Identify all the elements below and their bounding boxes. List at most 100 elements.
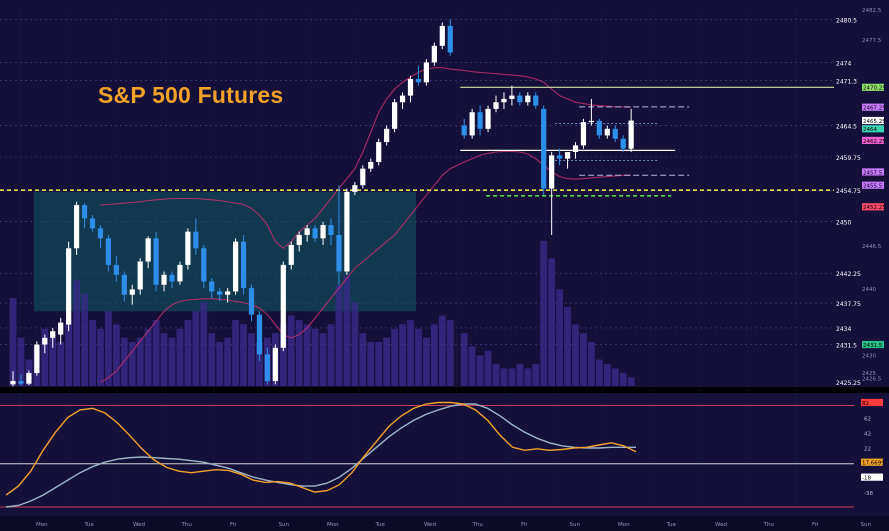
candle-body [431, 45, 437, 63]
price-badge-label: 2467.25 [863, 106, 886, 112]
candle-body [74, 205, 80, 249]
price-tick-label: 2430 [862, 353, 876, 359]
oscillator-tick-label: 22 [864, 446, 871, 452]
volume-bar [564, 306, 571, 386]
candle-body [612, 128, 618, 139]
price-tick-label: 2464.5 [836, 123, 857, 130]
volume-bar [81, 293, 88, 386]
volume-bar [500, 368, 508, 386]
candle-body [368, 161, 374, 169]
candle-body [97, 228, 104, 239]
candle-body [105, 238, 111, 265]
oscillator-badge [861, 398, 883, 407]
price-tick-label: 2437.75 [836, 301, 861, 308]
volume-bar [460, 333, 468, 386]
time-tick-label: Fri [230, 522, 237, 528]
candle-body [533, 95, 539, 106]
time-tick-label: Tue [375, 522, 386, 528]
volume-bar [375, 342, 383, 386]
volume-bar [484, 350, 492, 386]
candle-body [557, 155, 563, 159]
candle-body [439, 25, 445, 46]
candle-body [485, 108, 491, 129]
candle-body [509, 95, 515, 99]
consolidation-zone [34, 191, 416, 312]
candle-body [469, 112, 475, 136]
candle-body [280, 264, 286, 348]
candle-body [423, 62, 429, 83]
candle-body [185, 231, 191, 265]
candle-body [328, 225, 334, 235]
volume-bar [524, 368, 532, 386]
chart-title: S&P 500 Futures [98, 82, 284, 108]
volume-bar [184, 320, 192, 386]
time-axis-strip [0, 516, 889, 531]
time-axis-layer: Mon Tue Wed Thu Fri Sun Mon Tue Wed Thu Fri Sun Mon T… [36, 522, 871, 528]
candle-body [201, 248, 207, 282]
candle-body [272, 347, 278, 382]
price-badge [862, 103, 884, 111]
volume-bar [279, 324, 287, 386]
volume-bar [508, 368, 516, 386]
volume-bar [160, 333, 168, 386]
candle-body [177, 264, 183, 282]
volume-bar [383, 337, 391, 386]
candle-body [461, 125, 467, 136]
price-badge-label: 2455.5 [863, 184, 883, 190]
oscillator-tick-label: 42 [864, 431, 871, 437]
price-tick-label: 2426.5 [862, 377, 882, 383]
candle-body [541, 108, 547, 189]
volume-bar [128, 342, 136, 386]
volume-bar [351, 302, 359, 386]
price-badge-label: 2464 [863, 127, 877, 133]
volume-bar [391, 328, 398, 386]
volume-bar [611, 368, 619, 386]
volume-bar [540, 240, 548, 386]
price-axis-layer: 2482.5 2480.5 2477.5 2474 2471.3 2464.5 2459.7… [836, 8, 886, 387]
candle-body [161, 274, 167, 285]
candle-body [217, 291, 223, 295]
candle-body [169, 274, 175, 282]
volume-bar [49, 337, 57, 386]
volume-bar [556, 289, 563, 386]
price-badge [862, 203, 884, 211]
candle-body [312, 228, 318, 239]
candle-body [564, 152, 571, 159]
candle-body [42, 337, 48, 345]
candle-body [153, 238, 159, 285]
candle-body [596, 120, 602, 136]
oscillator-badge [861, 458, 883, 466]
candle-body [549, 155, 555, 189]
candle-body [344, 191, 350, 272]
candle-body [121, 274, 127, 295]
volume-bar [256, 342, 263, 386]
volume-bar [65, 320, 73, 386]
volume-bar [287, 315, 295, 386]
candle-body [89, 218, 96, 229]
time-tick-label: Tue [666, 522, 677, 528]
price-badge-label: 2452.25 [863, 205, 886, 211]
volume-bar [89, 320, 96, 386]
volume-bar [57, 342, 65, 386]
time-tick-label: Wed [715, 522, 727, 528]
candle-body [477, 112, 483, 129]
oscillator-fast-line [5, 401, 637, 496]
price-tick-label: 2434 [836, 326, 851, 333]
volume-bar [9, 298, 17, 386]
volume-bar [430, 324, 438, 386]
candle-body [193, 231, 199, 249]
candle-body [66, 248, 72, 325]
time-tick-label: Wed [424, 522, 436, 528]
volume-bar [208, 333, 216, 386]
volume-bar [516, 364, 524, 386]
price-tick-label: 2425 [862, 371, 876, 377]
volume-bar [532, 364, 540, 386]
volume-bar [216, 342, 224, 386]
volume-bar [105, 311, 112, 386]
price-badge [862, 340, 884, 349]
volume-bar [73, 280, 80, 386]
candle-body [145, 238, 151, 262]
oscillator-tick-label: -38 [864, 491, 873, 497]
volume-bar [588, 342, 595, 386]
